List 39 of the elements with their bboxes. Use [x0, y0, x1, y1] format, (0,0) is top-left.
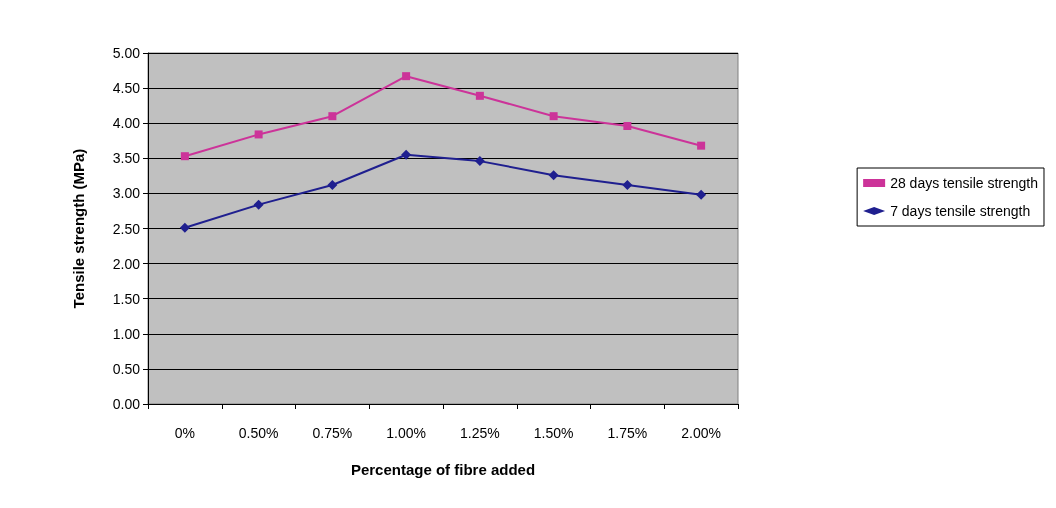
point: [622, 179, 633, 190]
point: [180, 152, 189, 161]
point: [328, 112, 337, 121]
x-axis-title: Percentage of fibre added: [350, 461, 536, 478]
y-tick-label: 4.50: [112, 80, 141, 97]
point: [475, 91, 484, 100]
point: [254, 130, 263, 139]
point: [623, 122, 632, 131]
x-tick-label: 0%: [174, 425, 195, 441]
x-tick-label: 1.75%: [607, 425, 648, 441]
point: [179, 222, 190, 233]
point: [401, 149, 412, 160]
y-tick-label: 3.00: [112, 185, 141, 202]
y-tick-label: 0.50: [112, 360, 141, 377]
y-tick-label: 3.50: [112, 150, 141, 167]
y-axis-title: Tensile strength (MPa): [70, 148, 87, 309]
x-tick-label: 1.00%: [386, 425, 426, 441]
point: [549, 112, 558, 121]
y-tick-label: 5.00: [112, 45, 141, 61]
y-tick-label: 4.00: [112, 115, 141, 132]
point: [696, 189, 707, 200]
y-tick-label: 2.50: [112, 220, 141, 237]
legend-label: 28 days tensile strength: [890, 175, 1039, 191]
y-tick-label: 1.50: [112, 290, 141, 307]
x-tick-label: 1.50%: [533, 425, 574, 441]
point: [253, 199, 264, 210]
x-tick-label: 2.00%: [681, 425, 721, 441]
point: [327, 179, 338, 190]
x-tick-label: 0.50%: [238, 425, 279, 441]
point: [474, 156, 485, 167]
y-tick-label: 0.00: [112, 396, 141, 412]
x-tick-label: 1.25%: [460, 425, 500, 441]
point: [548, 170, 559, 181]
y-tick-label: 2.00: [112, 255, 141, 272]
point: [697, 141, 706, 150]
x-tick-label: 0.75%: [312, 425, 353, 441]
legend-label: 7 days tensile strength: [890, 203, 1031, 219]
point: [402, 72, 411, 81]
y-tick-label: 1.00: [112, 325, 141, 342]
